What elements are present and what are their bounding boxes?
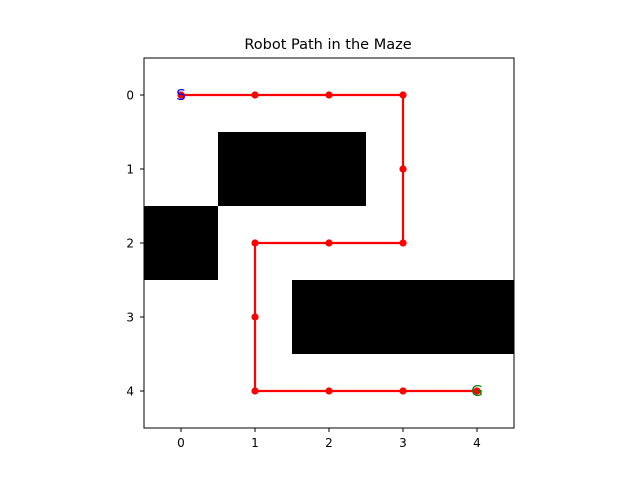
plot-area: S G 0 1 2 3 4 0 1 2 3 4: [126, 57, 515, 450]
annotation-label: S: [176, 86, 186, 104]
y-tick-label: 1: [126, 163, 134, 177]
x-tick-label: 0: [177, 436, 185, 450]
wall-cell: [218, 132, 292, 206]
y-tick-label: 4: [126, 385, 134, 399]
path-point: [251, 313, 259, 321]
wall-cell: [440, 280, 514, 354]
path-point: [251, 91, 259, 99]
path-point: [399, 91, 407, 99]
path-point: [473, 387, 481, 395]
x-tick-label: 3: [399, 436, 407, 450]
path-point: [251, 239, 259, 247]
x-tick-label: 2: [325, 436, 333, 450]
x-tick-label: 1: [251, 436, 259, 450]
annotation-label: G: [471, 382, 483, 400]
path-point: [177, 91, 185, 99]
path-point: [325, 239, 333, 247]
wall-cell: [144, 206, 218, 280]
path-point: [399, 165, 407, 173]
path-point: [325, 91, 333, 99]
y-tick-label: 3: [126, 311, 134, 325]
wall-cell: [292, 132, 366, 206]
path-point: [399, 387, 407, 395]
wall-cell: [292, 280, 366, 354]
wall-cell: [366, 280, 440, 354]
path-point: [399, 239, 407, 247]
chart-title: Robot Path in the Maze: [244, 37, 411, 53]
path-point: [251, 387, 259, 395]
x-tick-label: 4: [473, 436, 481, 450]
path-point: [325, 387, 333, 395]
y-tick-label: 2: [126, 237, 134, 251]
y-tick-label: 0: [126, 89, 134, 103]
